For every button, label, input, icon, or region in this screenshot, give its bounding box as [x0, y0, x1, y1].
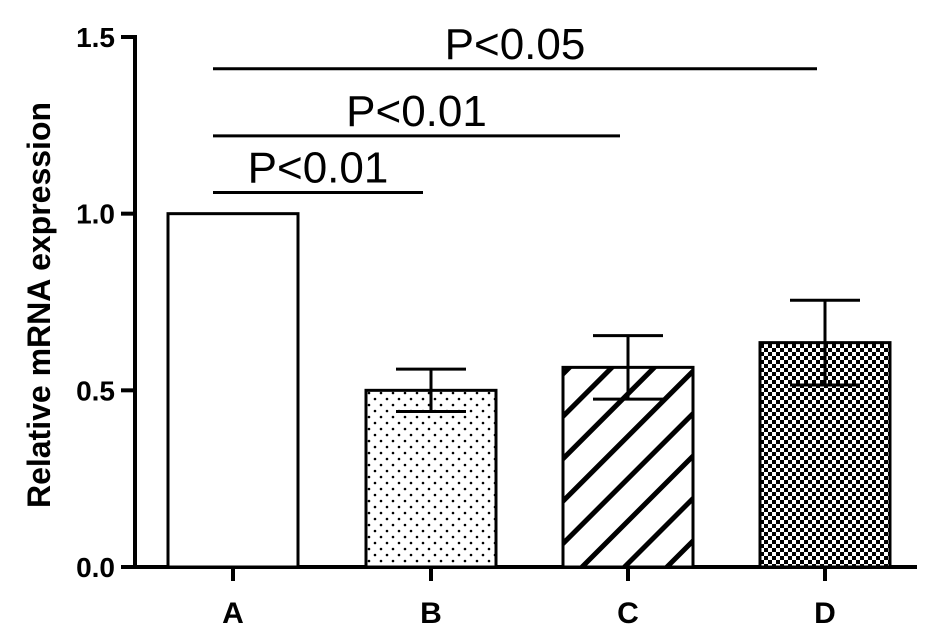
x-tick-label-D: D [814, 597, 836, 630]
y-axis-title: Relative mRNA expression [21, 102, 57, 508]
bars [166, 212, 892, 569]
x-tick-label-C: C [617, 597, 639, 630]
bar-B [364, 388, 498, 569]
x-tick-label-B: B [420, 597, 442, 630]
error-bars [396, 298, 860, 414]
significance-label-2: P<0.01 [346, 87, 487, 136]
error-bar-B [396, 367, 466, 414]
y-tick-label-2: 1.0 [76, 199, 115, 230]
significance-label-3: P<0.05 [445, 20, 586, 69]
significance-label-1: P<0.01 [248, 143, 389, 192]
x-tick-label-A: A [222, 597, 244, 630]
y-axis-ticks: 0.0 0.5 1.0 1.5 [76, 22, 135, 583]
error-bar-D [790, 298, 860, 387]
x-axis-labels: A B C D [222, 567, 836, 630]
error-bar-C [593, 334, 663, 401]
y-tick-label-3: 1.5 [76, 22, 115, 53]
y-tick-label-0: 0.0 [76, 552, 115, 583]
y-tick-label-1: 0.5 [76, 375, 115, 406]
bar-A [166, 212, 300, 569]
significance-annotations: P<0.01 P<0.01 P<0.05 [213, 20, 817, 194]
